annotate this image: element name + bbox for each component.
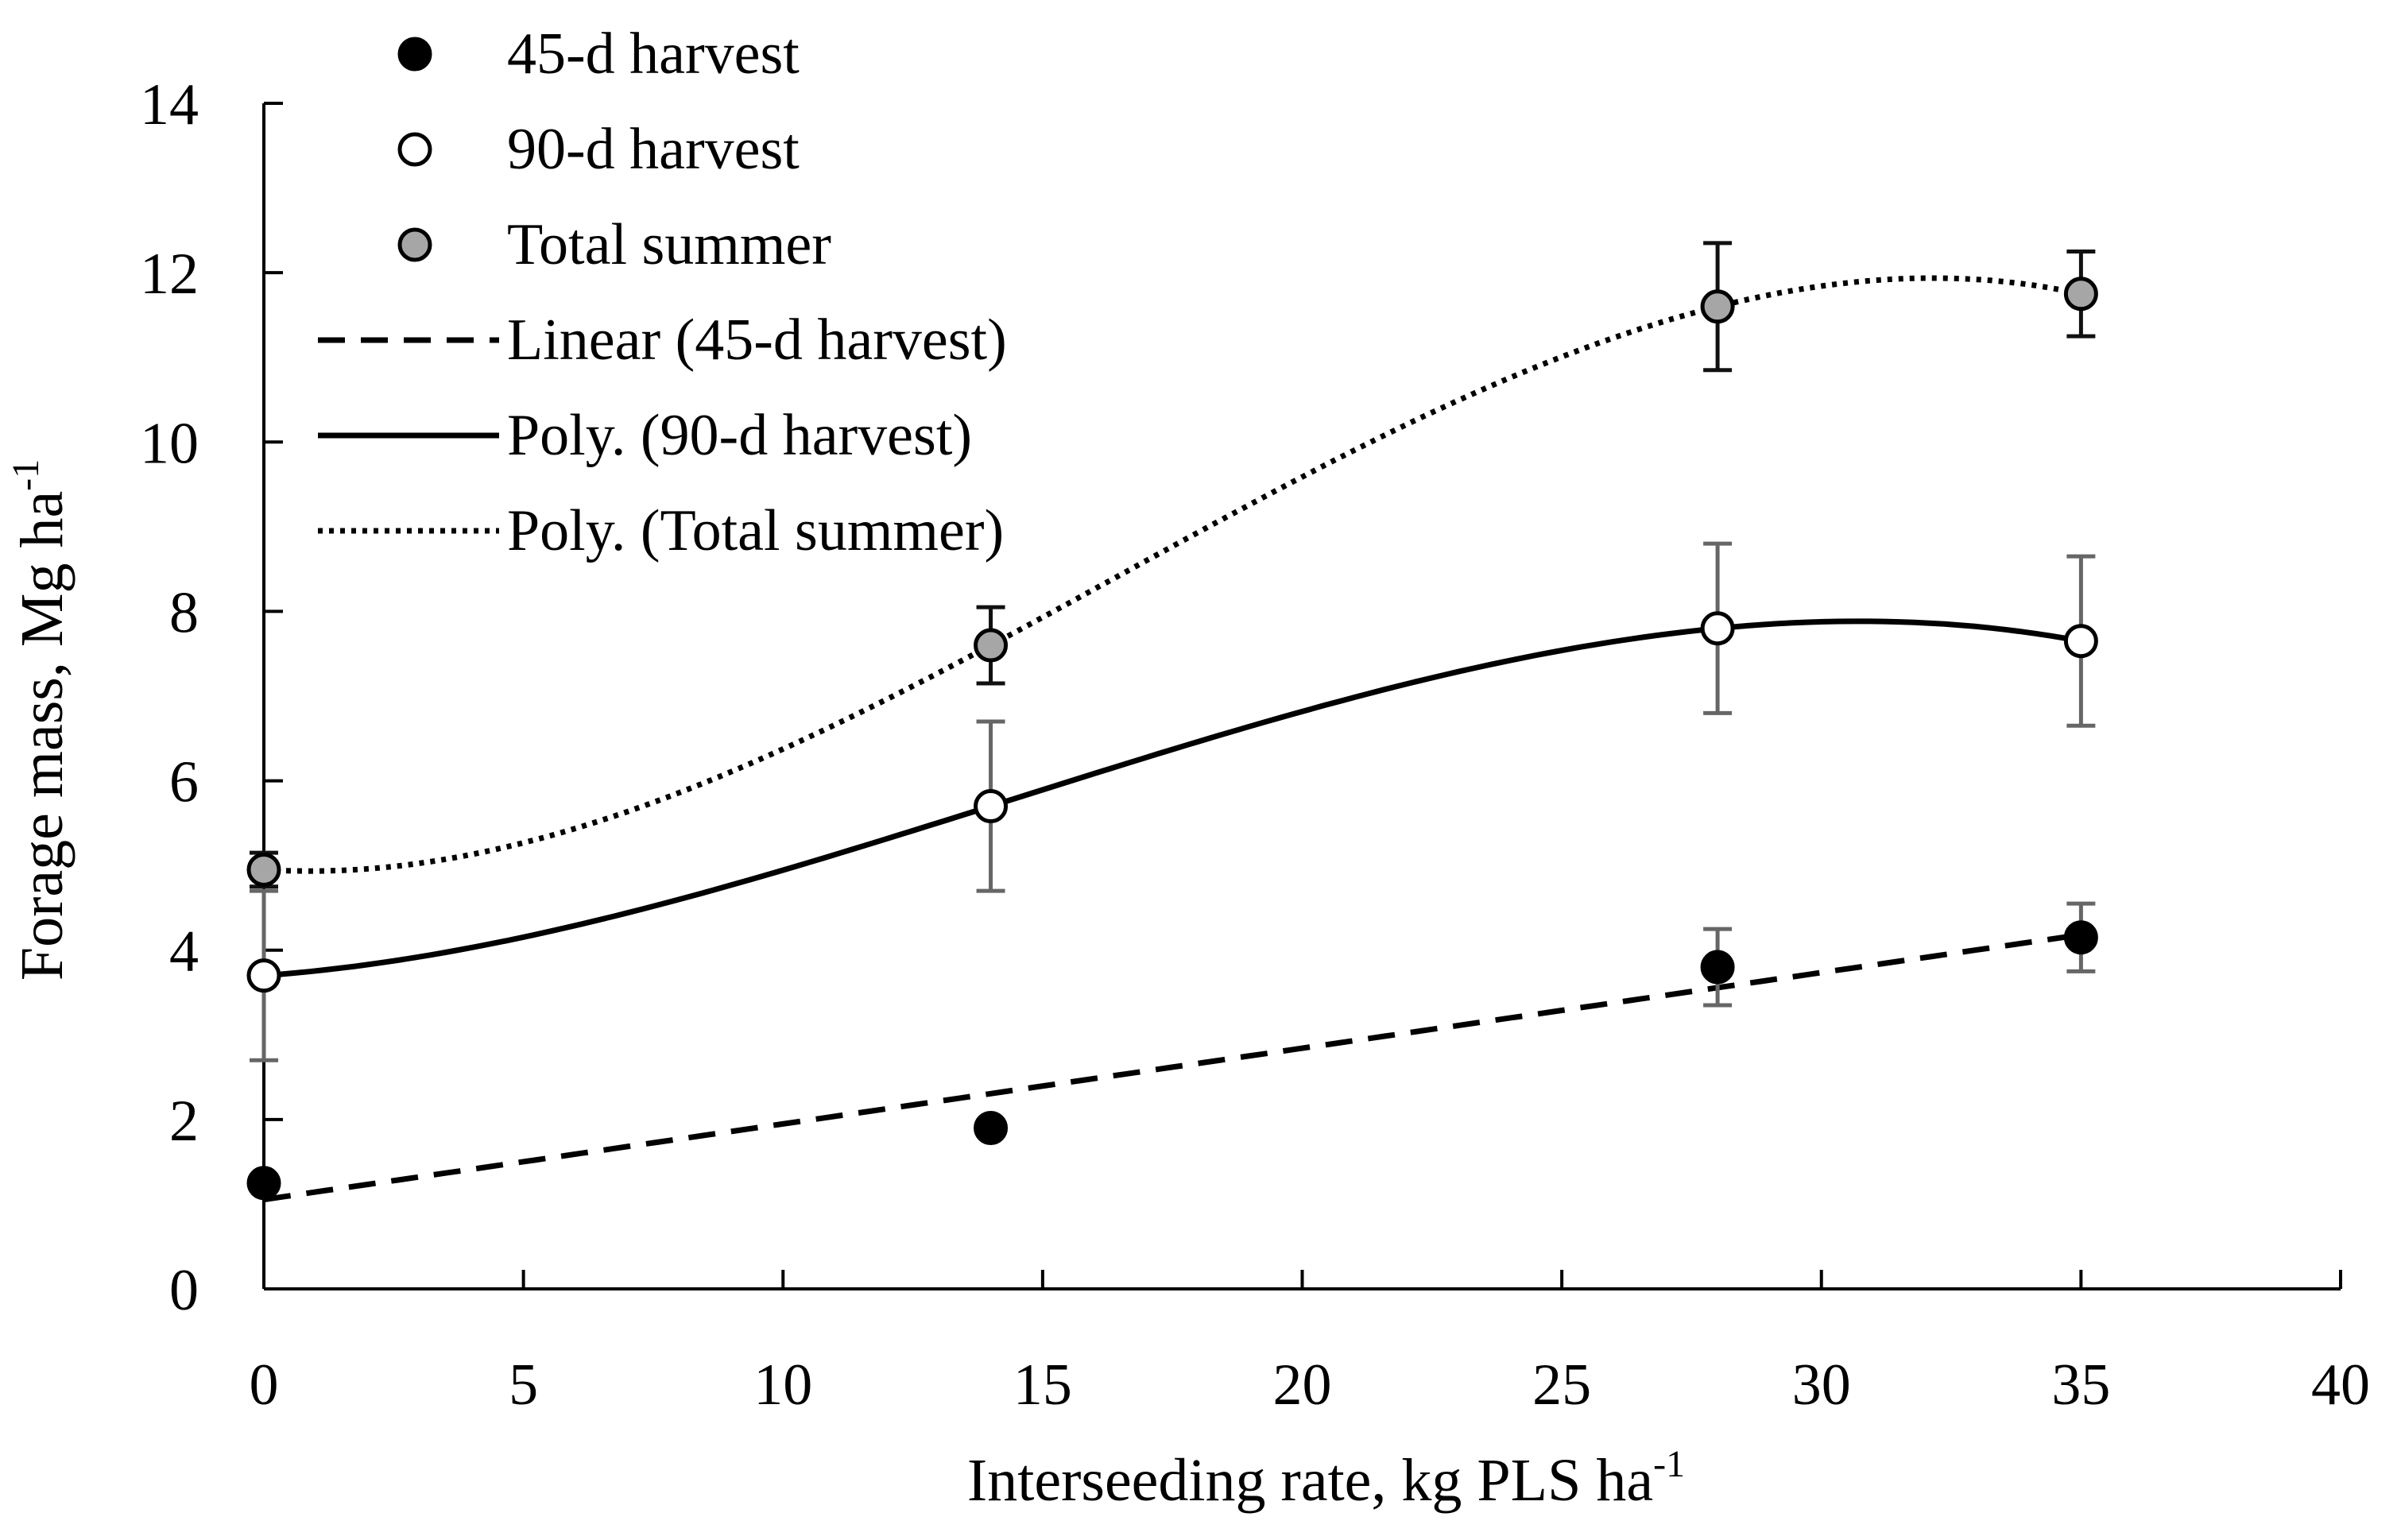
legend: 45-d harvest 90-d harvest Total summer Line… [318, 21, 1007, 563]
data-point-open-white [246, 958, 281, 993]
data-point-open-white [1700, 611, 1735, 646]
legend-marker-filled-gray [397, 227, 432, 262]
data-point-filled-gray [2063, 277, 2098, 311]
y-axis-title-superscript: -1 [5, 459, 47, 491]
data-markers [246, 277, 2098, 1201]
data-point-open-white [974, 789, 1009, 824]
legend-marker-open-white [397, 132, 432, 167]
y-tick-label: 10 [140, 411, 199, 476]
legend-label: Poly. (90-d harvest) [507, 403, 972, 468]
legend-label: Poly. (Total summer) [507, 498, 1004, 563]
y-tick-label: 8 [169, 580, 199, 645]
data-point-filled-gray [1700, 289, 1735, 324]
legend-label: Linear (45-d harvest) [507, 308, 1007, 373]
y-tick-label: 0 [169, 1258, 199, 1323]
x-tick-label: 10 [753, 1352, 812, 1418]
legend-label: 45-d harvest [507, 21, 800, 87]
data-point-open-white [2063, 624, 2098, 659]
data-point-filled-gray [974, 628, 1009, 663]
y-axis-title: Forage mass, Mg ha-1 [5, 459, 76, 981]
x-tick-label: 15 [1013, 1352, 1072, 1418]
x-tick-label: 0 [250, 1352, 279, 1418]
data-point-filled-black [974, 1111, 1009, 1146]
y-tick-label: 4 [169, 919, 199, 985]
x-tick-label: 5 [509, 1352, 538, 1418]
x-tick-label: 30 [1792, 1352, 1851, 1418]
legend-marker-filled-black [397, 37, 432, 72]
y-tick-label: 14 [140, 72, 199, 137]
trendline-dotted [263, 275, 2082, 874]
y-tick-label: 2 [169, 1089, 199, 1154]
data-point-filled-black [246, 1166, 281, 1201]
y-tick-label: 12 [140, 242, 199, 307]
data-point-filled-black [1700, 950, 1735, 985]
trendlines [263, 275, 2082, 1203]
x-tick-label: 40 [2311, 1352, 2370, 1418]
x-tick-label: 25 [1532, 1352, 1591, 1418]
legend-label: 90-d harvest [507, 117, 800, 182]
x-axis-title-superscript: -1 [1653, 1443, 1685, 1485]
x-tick-label: 20 [1273, 1352, 1332, 1418]
axes: 0 5 10 15 20 25 30 35 40 0 2 4 6 8 10 12 14 [140, 72, 2370, 1418]
axis-labels: Interseeding rate, kg PLS ha-1 Forage mas… [5, 459, 1685, 1514]
x-tick-label: 35 [2051, 1352, 2110, 1418]
y-tick-label: 6 [169, 750, 199, 815]
data-point-filled-black [2063, 920, 2098, 955]
trendline-dashed [263, 931, 2082, 1203]
legend-label: Total summer [507, 212, 831, 277]
trendline-solid [263, 618, 2082, 979]
data-point-filled-gray [246, 852, 281, 887]
x-axis-title: Interseeding rate, kg PLS ha-1 [967, 1443, 1685, 1514]
